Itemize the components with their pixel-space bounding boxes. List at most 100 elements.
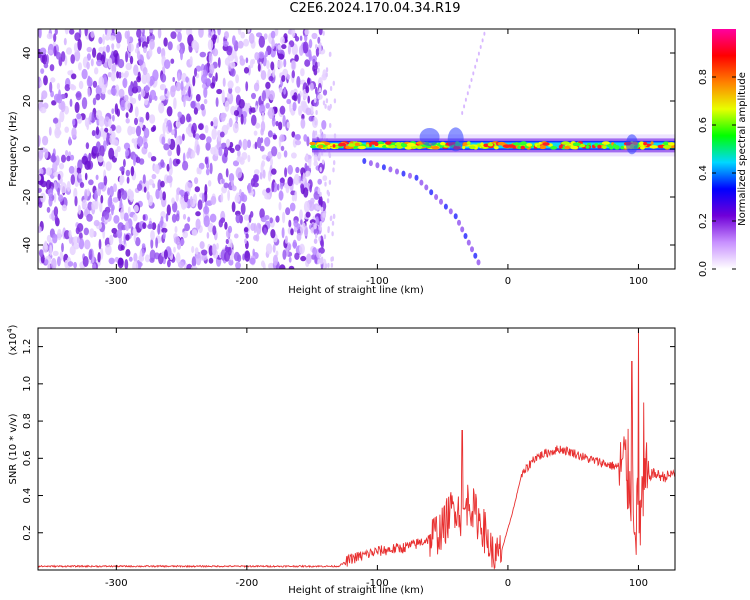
- noise-blob: [327, 228, 330, 234]
- noise-blob: [139, 249, 143, 262]
- noise-blob: [177, 261, 185, 269]
- noise-blob: [179, 238, 185, 246]
- noise-blob: [104, 127, 109, 133]
- noise-blob: [237, 29, 242, 35]
- noise-blob: [70, 54, 75, 64]
- upper-trace-dot: [463, 104, 466, 109]
- noise-blob: [115, 31, 122, 44]
- noise-blob: [234, 233, 239, 239]
- noise-blob: [275, 120, 279, 127]
- noise-blob: [318, 252, 322, 258]
- noise-blob: [262, 262, 266, 269]
- noise-blob: [86, 121, 90, 131]
- band-hotspot: [602, 145, 607, 149]
- noise-blob: [257, 51, 265, 59]
- noise-blob: [99, 145, 105, 158]
- noise-blob: [265, 243, 273, 255]
- noise-blob: [150, 230, 155, 241]
- noise-blob: [291, 70, 295, 79]
- noise-blob: [262, 189, 267, 196]
- upper-trace-dot: [472, 71, 475, 76]
- noise-blob: [182, 231, 188, 239]
- snr-x-tick-label: 100: [629, 578, 648, 589]
- noise-blob: [277, 59, 283, 69]
- noise-blob: [143, 141, 149, 149]
- svg-text:(x104): (x104): [6, 324, 19, 355]
- noise-blob: [64, 84, 71, 92]
- noise-blob: [250, 107, 257, 113]
- noise-blob: [66, 47, 72, 55]
- noise-blob: [194, 247, 199, 255]
- colorbar-scale: [712, 29, 736, 269]
- noise-blob: [228, 87, 233, 94]
- noise-blob: [177, 72, 181, 82]
- noise-blob: [329, 86, 333, 91]
- noise-blob: [318, 205, 321, 211]
- noise-blob: [143, 186, 147, 193]
- noise-blob: [54, 29, 58, 35]
- band-hotspot: [395, 142, 402, 146]
- noise-blob: [249, 257, 256, 265]
- noise-blob: [195, 211, 201, 217]
- lower-trace-dot: [466, 239, 471, 246]
- noise-blob: [160, 180, 165, 188]
- noise-blob: [330, 215, 333, 221]
- noise-blob: [333, 98, 337, 104]
- noise-blob: [222, 40, 229, 47]
- lower-trace-dot: [439, 198, 443, 205]
- noise-blob: [230, 68, 236, 77]
- noise-blob: [95, 126, 100, 136]
- noise-blob: [189, 196, 193, 206]
- lower-trace-dot: [429, 189, 434, 196]
- noise-blob: [235, 214, 241, 224]
- noise-blob: [288, 256, 292, 263]
- noise-blob: [318, 236, 321, 242]
- lower-trace-dot: [443, 203, 448, 210]
- noise-blob: [278, 121, 283, 131]
- heatmap-x-axis: -300 -200 -100 0 100: [105, 29, 648, 287]
- noise-blob: [84, 239, 91, 250]
- band-hotspot: [466, 141, 471, 145]
- noise-blob: [73, 42, 78, 53]
- noise-blob: [201, 83, 206, 89]
- noise-blob: [174, 226, 178, 233]
- noise-blob: [177, 31, 182, 43]
- noise-blob: [294, 252, 300, 260]
- noise-blob: [70, 154, 75, 161]
- noise-blob: [291, 29, 296, 38]
- noise-blob: [327, 262, 330, 268]
- noise-blob: [165, 213, 169, 222]
- noise-blob: [319, 221, 323, 227]
- noise-blob: [318, 195, 323, 207]
- noise-blob: [229, 141, 234, 148]
- noise-blob: [284, 235, 288, 244]
- noise-blob: [255, 122, 261, 129]
- noise-blob: [53, 181, 57, 190]
- noise-blob: [61, 242, 64, 253]
- noise-blob: [176, 44, 181, 51]
- noise-blob: [69, 245, 76, 256]
- noise-blob: [315, 233, 318, 239]
- noise-blob: [330, 262, 334, 268]
- noise-blob: [195, 94, 201, 102]
- noise-blob: [303, 134, 308, 142]
- noise-blob: [129, 192, 134, 203]
- noise-blob: [196, 144, 200, 156]
- noise-blob: [281, 75, 286, 82]
- band-hotspot: [512, 142, 521, 146]
- noise-blob: [309, 184, 312, 193]
- noise-blob: [54, 126, 61, 139]
- noise-blob: [133, 252, 138, 263]
- noise-blob: [315, 204, 319, 210]
- snr-panel: -300 -200 -100 0 100 0.2 0.4 0.6 0.8 1.0 1.2 Heig…: [6, 324, 676, 596]
- noise-blob: [67, 261, 74, 267]
- noise-blob: [191, 245, 195, 254]
- upper-trace-dot: [481, 38, 484, 43]
- noise-blob: [109, 185, 114, 197]
- noise-blob: [197, 168, 202, 175]
- noise-blob: [299, 35, 303, 41]
- band-hotspot: [366, 143, 370, 148]
- noise-blob: [120, 99, 126, 112]
- noise-blob: [137, 71, 141, 81]
- noise-blob: [38, 226, 42, 233]
